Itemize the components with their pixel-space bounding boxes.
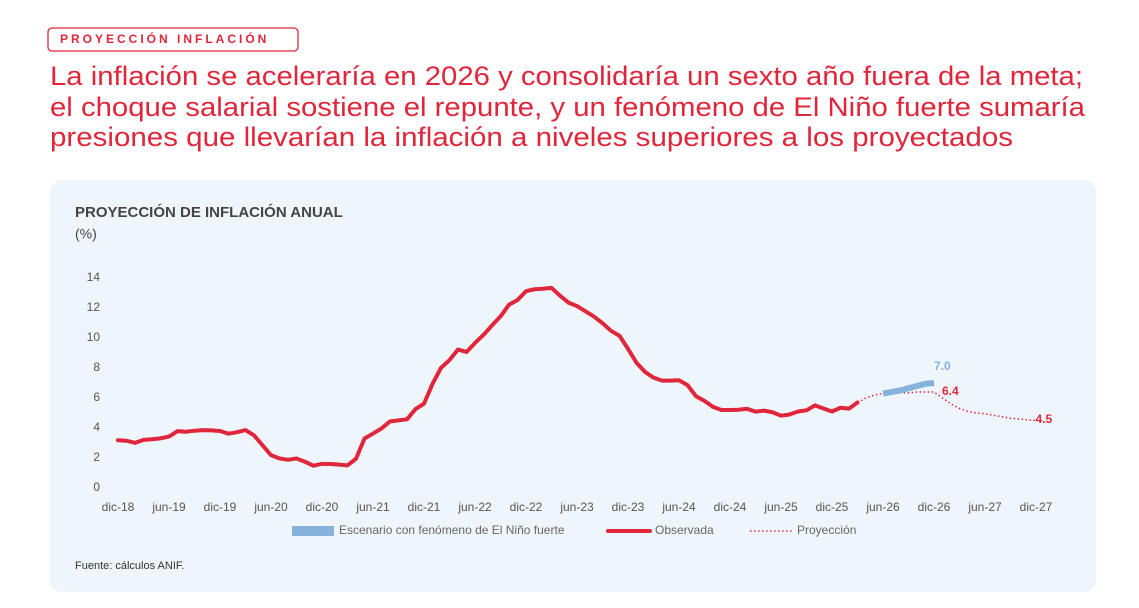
x-tick-label: jun-19 [151,500,186,514]
y-tick-label: 14 [87,270,101,284]
tag: PROYECCIÓN INFLACIÓN [60,31,269,46]
y-tick-label: 6 [93,390,100,404]
legend-label: Escenario con fenómeno de El Niño fuerte [339,523,565,537]
y-axis-label: (%) [75,226,97,242]
x-tick-label: dic-22 [510,500,543,514]
chart-card [50,180,1096,592]
x-tick-label: jun-20 [253,500,288,514]
x-tick-label: jun-26 [865,500,900,514]
x-tick-label: dic-20 [306,500,339,514]
value-label: 4.5 [1036,412,1053,426]
series-line [857,391,1037,422]
x-tick-label: dic-26 [918,500,951,514]
y-tick-label: 0 [93,480,100,494]
x-tick-label: jun-25 [763,500,798,514]
headline: La inflación se aceleraría en 2026 y con… [50,61,1083,91]
tag-box [47,27,299,52]
y-tick-label: 12 [87,300,101,314]
legend-label: Proyección [797,523,856,537]
headline: presiones que llevarían la inflación a n… [50,122,1013,152]
series-line [116,285,860,468]
value-label: 7.0 [934,359,951,373]
x-tick-label: dic-27 [1020,500,1053,514]
x-tick-label: jun-22 [457,500,492,514]
y-tick-label: 8 [93,360,100,374]
y-tick-label: 2 [93,450,100,464]
y-tick-label: 4 [93,420,100,434]
x-tick-label: dic-19 [204,500,237,514]
x-tick-label: jun-23 [559,500,594,514]
x-tick-label: dic-24 [714,500,747,514]
x-tick-label: jun-27 [967,500,1002,514]
value-label: 6.4 [942,384,959,398]
series-line [882,380,935,397]
source: Fuente: cálculos ANIF. [75,560,184,572]
x-tick-label: dic-23 [612,500,645,514]
x-tick-label: dic-18 [102,500,135,514]
headline: el choque salarial sostiene el repunte, … [50,92,1086,122]
x-tick-label: jun-24 [661,500,696,514]
legend-label: Observada [655,523,714,537]
y-tick-label: 10 [87,330,101,344]
x-tick-label: dic-21 [408,500,441,514]
chart-title: PROYECCIÓN DE INFLACIÓN ANUAL [75,203,343,221]
legend-swatch [292,526,334,536]
x-tick-label: jun-21 [355,500,390,514]
x-tick-label: dic-25 [816,500,849,514]
